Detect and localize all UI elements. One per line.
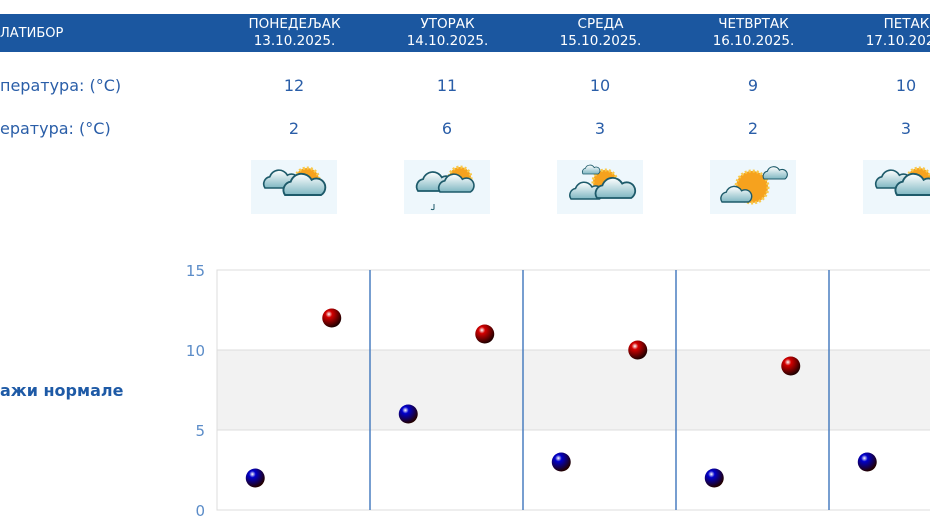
day-date: 15.10.2025. [559, 33, 642, 49]
mostly-sunny-icon [710, 160, 796, 214]
min-temp-point [245, 468, 265, 488]
max-temp-point [322, 308, 342, 328]
min-temp-value: 3 [594, 119, 606, 138]
day-date: 14.10.2025. [406, 33, 489, 49]
max-temp-value: 9 [747, 76, 759, 95]
cloudy-light-rain-icon [404, 160, 490, 214]
y-tick-label: 10 [186, 342, 205, 360]
day-header: ПОНЕДЕЉАК 13.10.2025. [218, 16, 371, 50]
day-name: ПОНЕДЕЉАК [248, 16, 341, 32]
max-temp-point [475, 324, 495, 344]
day-name: ПЕТАК [883, 16, 930, 32]
show-normals-link[interactable]: ажи нормале [0, 381, 124, 400]
max-temp-point [781, 356, 801, 376]
day-header: ЧЕТВРТАК 16.10.2025. [677, 16, 830, 50]
y-tick-label: 5 [195, 422, 205, 440]
sun-behind-clouds-icon [557, 160, 643, 214]
min-temp-value: 2 [747, 119, 759, 138]
min-temp-point [398, 404, 418, 424]
day-date: 13.10.2025. [253, 33, 336, 49]
min-temp-point [551, 452, 571, 472]
min-temp-value: 3 [900, 119, 912, 138]
day-name: ЧЕТВРТАК [718, 16, 789, 32]
max-temp-value: 10 [589, 76, 611, 95]
min-temp-point [704, 468, 724, 488]
y-tick-label: 0 [195, 502, 205, 520]
day-date: 16.10.2025. [712, 33, 795, 49]
day-name: СРЕДА [577, 16, 624, 32]
max-temp-point [628, 340, 648, 360]
y-tick-label: 15 [186, 262, 205, 280]
forecast-header: ЛАТИБОР ПОНЕДЕЉАК 13.10.2025. УТОРАК 14.10.… [0, 14, 930, 52]
min-temp-value: 2 [288, 119, 300, 138]
day-header: СРЕДА 15.10.2025. [524, 16, 677, 50]
min-temp-label: ература: (°C) [0, 119, 111, 138]
max-temp-label: пература: (°C) [0, 76, 122, 95]
day-name: УТОРАК [420, 16, 475, 32]
min-temp-value: 6 [441, 119, 453, 138]
location-name: ЛАТИБОР [0, 26, 64, 41]
min-temp-point [857, 452, 877, 472]
max-temp-value: 10 [895, 76, 917, 95]
day-date: 17.10.2025. [865, 33, 930, 49]
max-temp-value: 12 [283, 76, 305, 95]
day-header: УТОРАК 14.10.2025. [371, 16, 524, 50]
partly-cloudy-icon [251, 160, 337, 214]
normal-band [217, 350, 930, 430]
max-temp-value: 11 [436, 76, 458, 95]
partly-cloudy-icon [863, 160, 930, 214]
